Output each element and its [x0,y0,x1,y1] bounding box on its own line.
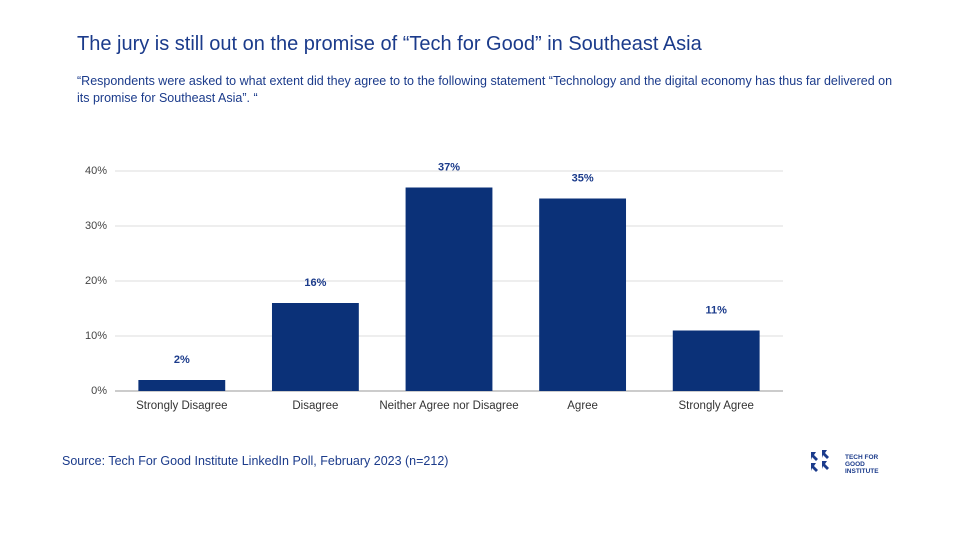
logo-text: GOOD [845,461,865,468]
x-tick-label: Strongly Disagree [136,400,227,412]
y-tick-label: 40% [85,165,107,177]
bar [539,198,627,391]
y-tick-label: 30% [85,220,107,232]
data-label: 16% [304,277,326,289]
x-tick-label: Neither Agree nor Disagree [379,400,518,412]
bar [405,187,493,391]
y-tick-label: 10% [85,330,107,342]
chart-title: The jury is still out on the promise of … [77,33,702,55]
bar [271,303,359,391]
chart-subtitle: “Respondents were asked to what extent d… [77,74,893,105]
data-label: 11% [705,304,727,316]
bar [672,330,760,391]
logo-icon [811,450,829,472]
logo-text: INSTITUTE [845,468,879,475]
x-tick-label: Strongly Agree [678,400,753,412]
data-label: 2% [174,354,190,366]
data-label: 37% [438,161,460,173]
source-note: Source: Tech For Good Institute LinkedIn… [62,454,449,468]
y-tick-label: 20% [85,275,107,287]
bar [138,380,226,391]
x-tick-label: Agree [567,400,598,412]
y-tick-label: 0% [91,385,107,397]
logo-text: TECH FOR [845,454,879,461]
x-tick-label: Disagree [292,400,338,412]
data-label: 35% [572,172,594,184]
